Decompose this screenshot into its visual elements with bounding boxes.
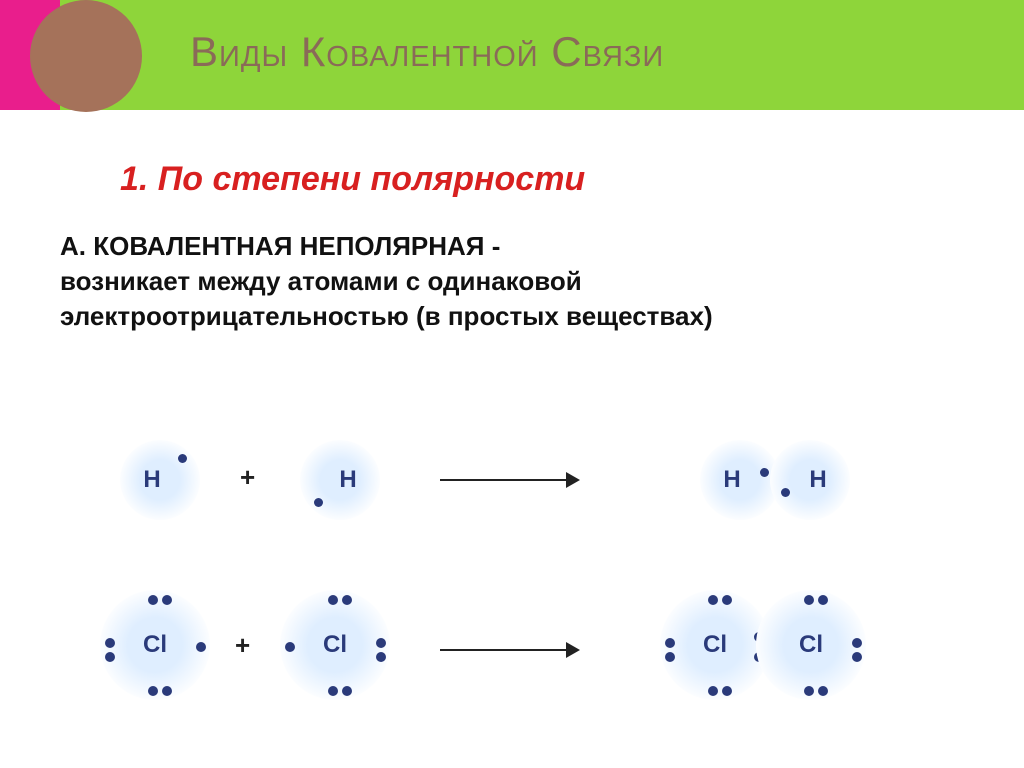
body-label: А. КОВАЛЕНТНАЯ НЕПОЛЯРНАЯ - bbox=[60, 231, 500, 261]
content-block: 1. По степени полярности А. КОВАЛЕНТНАЯ … bbox=[60, 160, 984, 364]
electron bbox=[708, 595, 718, 605]
header-circle-decoration bbox=[30, 0, 142, 112]
diagram-row-chlorine: Cl + Cl Cl Cl bbox=[80, 590, 964, 740]
electron bbox=[804, 686, 814, 696]
atom-label: Cl bbox=[703, 631, 727, 659]
atom-label: Cl bbox=[323, 631, 347, 659]
atom-label: H bbox=[339, 466, 356, 494]
electron bbox=[852, 638, 862, 648]
header: Виды Ковалентной Связи bbox=[0, 0, 1024, 140]
electron bbox=[376, 652, 386, 662]
atom-cl: Cl bbox=[100, 590, 210, 700]
body-line1: возникает между атомами с одинаковой bbox=[60, 266, 582, 296]
electron bbox=[665, 652, 675, 662]
electron bbox=[376, 638, 386, 648]
atom-label: H bbox=[723, 466, 740, 494]
body-text: А. КОВАЛЕНТНАЯ НЕПОЛЯРНАЯ - возникает ме… bbox=[60, 229, 984, 334]
atom-h: H bbox=[700, 440, 780, 520]
atom-h: H bbox=[300, 440, 380, 520]
atom-cl: Cl bbox=[756, 590, 866, 700]
electron bbox=[781, 488, 790, 497]
electron bbox=[105, 638, 115, 648]
electron bbox=[708, 686, 718, 696]
atom-h: H bbox=[770, 440, 850, 520]
electron bbox=[162, 686, 172, 696]
slide-title: Виды Ковалентной Связи bbox=[190, 28, 664, 76]
electron bbox=[162, 595, 172, 605]
electron bbox=[818, 595, 828, 605]
plus-sign: + bbox=[240, 462, 255, 493]
plus-sign: + bbox=[235, 630, 250, 661]
electron bbox=[285, 642, 295, 652]
electron bbox=[665, 638, 675, 648]
atom-cl: Cl bbox=[660, 590, 770, 700]
electron bbox=[342, 595, 352, 605]
subtitle: 1. По степени полярности bbox=[120, 160, 984, 199]
diagram-row-hydrogen: H + H H H bbox=[80, 420, 964, 570]
electron bbox=[196, 642, 206, 652]
electron bbox=[722, 686, 732, 696]
slide: Виды Ковалентной Связи 1. По степени пол… bbox=[0, 0, 1024, 768]
electron bbox=[328, 595, 338, 605]
diagram-area: H + H H H Cl + Cl Cl Cl bbox=[80, 420, 964, 760]
atom-cl: Cl bbox=[280, 590, 390, 700]
atom-h: H bbox=[120, 440, 200, 520]
body-line2: электроотрицательностью (в простых вещес… bbox=[60, 301, 713, 331]
atom-label: H bbox=[143, 466, 160, 494]
electron bbox=[722, 595, 732, 605]
reaction-arrow-icon bbox=[440, 468, 580, 492]
electron bbox=[105, 652, 115, 662]
electron bbox=[852, 652, 862, 662]
electron bbox=[818, 686, 828, 696]
electron bbox=[804, 595, 814, 605]
atom-label: Cl bbox=[143, 631, 167, 659]
electron bbox=[342, 686, 352, 696]
atom-label: Cl bbox=[799, 631, 823, 659]
electron bbox=[314, 498, 323, 507]
atom-label: H bbox=[809, 466, 826, 494]
electron bbox=[328, 686, 338, 696]
reaction-arrow-icon bbox=[440, 638, 580, 662]
electron bbox=[148, 686, 158, 696]
electron bbox=[178, 454, 187, 463]
electron bbox=[760, 468, 769, 477]
electron bbox=[148, 595, 158, 605]
